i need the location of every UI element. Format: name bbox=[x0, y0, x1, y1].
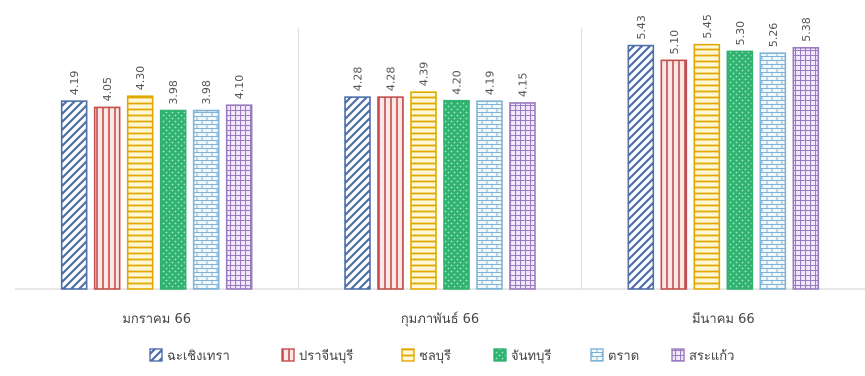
data-label: 4.20 bbox=[451, 70, 464, 95]
legend-swatch bbox=[281, 348, 295, 362]
legend-label: ฉะเชิงเทรา bbox=[167, 349, 230, 364]
bar bbox=[126, 95, 154, 290]
bar bbox=[377, 96, 404, 290]
bar bbox=[410, 91, 437, 290]
data-label: 5.30 bbox=[734, 21, 747, 46]
data-label: 4.28 bbox=[352, 67, 365, 92]
data-label: 5.43 bbox=[635, 15, 648, 40]
bar bbox=[192, 109, 220, 290]
legend-label: ชลบุรี bbox=[419, 348, 451, 364]
data-label: 4.05 bbox=[101, 77, 114, 101]
bar bbox=[93, 106, 121, 290]
legend-label: สระแก้ว bbox=[689, 349, 734, 364]
legend-swatch bbox=[149, 348, 163, 362]
category-label: มกราคม 66 bbox=[122, 312, 191, 327]
category-label: มีนาคม 66 bbox=[692, 311, 755, 327]
legend-label: ตราด bbox=[608, 349, 639, 364]
category-label: กุมภาพันธ์ 66 bbox=[401, 311, 479, 327]
bar bbox=[344, 96, 371, 290]
legend: ฉะเชิงเทรา ปราจีนบุรี ชลบุรี จันทบุรี ตราด สร… bbox=[149, 348, 734, 364]
data-label: 4.30 bbox=[134, 66, 147, 91]
bar bbox=[759, 52, 787, 290]
bar bbox=[726, 50, 754, 290]
data-label: 5.26 bbox=[767, 23, 780, 48]
data-label: 5.38 bbox=[800, 17, 813, 42]
legend-swatch bbox=[493, 348, 507, 362]
bar bbox=[60, 100, 88, 290]
bar bbox=[476, 100, 503, 290]
data-label: 3.98 bbox=[167, 80, 180, 105]
data-label: 4.10 bbox=[233, 75, 246, 100]
legend-swatch bbox=[401, 348, 415, 362]
data-label: 5.10 bbox=[668, 30, 681, 55]
data-label: 4.15 bbox=[517, 72, 530, 97]
bar bbox=[792, 46, 820, 290]
plot-area: 4.19 4.05 4.30 3.98 3.98 4.10 มกราคม 66 4.28 4.2… bbox=[15, 14, 865, 327]
legend-label: จันทบุรี bbox=[511, 348, 551, 364]
data-label: 4.39 bbox=[418, 62, 431, 87]
bar bbox=[443, 99, 470, 290]
legend-label: ปราจีนบุรี bbox=[299, 348, 353, 364]
legend-swatch bbox=[671, 348, 685, 362]
bar bbox=[225, 104, 253, 290]
legend-swatch bbox=[590, 348, 604, 362]
bar bbox=[159, 109, 187, 290]
data-label: 4.19 bbox=[484, 71, 497, 96]
data-label: 4.19 bbox=[68, 71, 81, 96]
bar bbox=[693, 43, 721, 290]
data-label: 4.28 bbox=[385, 67, 398, 92]
bar bbox=[660, 59, 688, 290]
data-label: 5.45 bbox=[701, 14, 714, 39]
data-label: 3.98 bbox=[200, 80, 213, 105]
bar bbox=[509, 102, 536, 290]
bar bbox=[627, 44, 655, 290]
